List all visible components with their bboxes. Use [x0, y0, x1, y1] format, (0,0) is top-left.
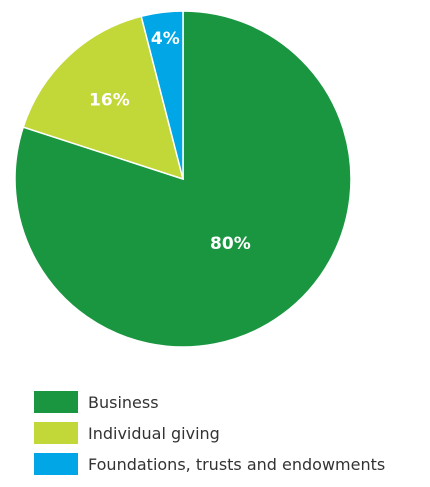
pie-labels: 80% 16% 4% — [89, 29, 251, 254]
legend-item-individual-giving: Individual giving — [34, 421, 385, 445]
pie-label-business: 80% — [210, 234, 251, 254]
pie-slice-business — [14, 10, 352, 348]
pie-slice-individual-giving — [22, 15, 185, 181]
legend-label-foundations: Foundations, trusts and endowments — [88, 454, 386, 474]
pie-slices — [14, 10, 352, 348]
legend-label-individual-giving: Individual giving — [88, 423, 220, 443]
pie-chart: 80% 16% 4% — [14, 10, 352, 348]
pie-slice-foundations — [140, 10, 184, 180]
legend-item-business: Business — [34, 390, 385, 414]
legend-swatch-individual-giving — [34, 422, 78, 444]
legend-swatch-foundations — [34, 453, 78, 475]
pie-label-foundations: 4% — [151, 29, 180, 49]
legend: Business Individual giving Foundations, … — [34, 390, 385, 483]
legend-label-business: Business — [88, 392, 159, 412]
legend-item-foundations: Foundations, trusts and endowments — [34, 452, 385, 476]
pie-label-individual-giving: 16% — [89, 91, 130, 111]
legend-swatch-business — [34, 391, 78, 413]
